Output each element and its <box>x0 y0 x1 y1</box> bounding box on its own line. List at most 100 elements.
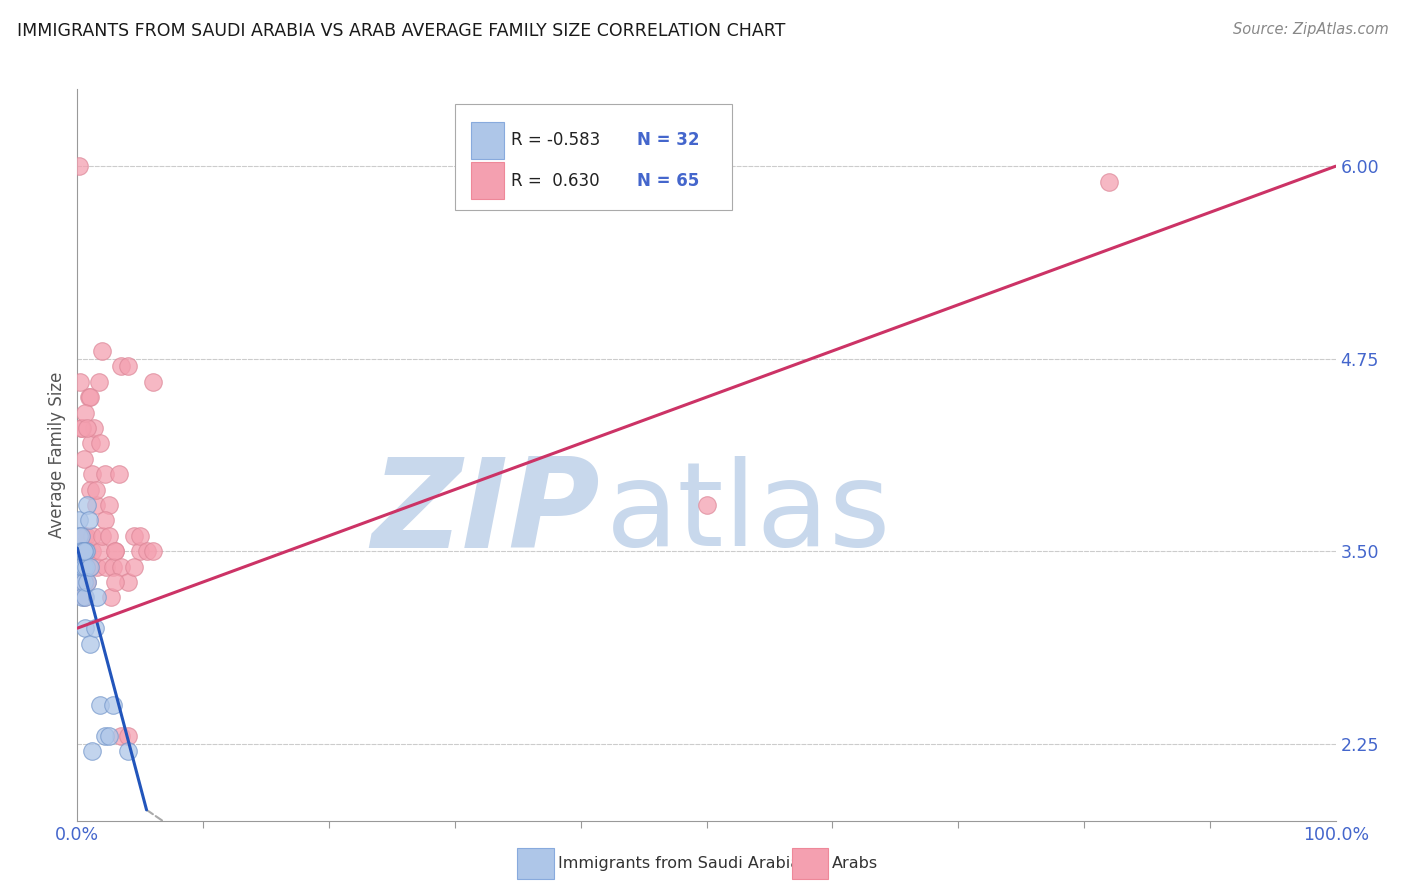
Point <box>79 559 101 574</box>
Point <box>89 544 111 558</box>
Point <box>91 343 114 358</box>
FancyBboxPatch shape <box>456 103 731 210</box>
Point <box>80 436 103 450</box>
Point <box>69 375 91 389</box>
Point <box>135 544 157 558</box>
Point <box>117 574 139 589</box>
Point <box>67 513 90 527</box>
Point <box>94 467 117 482</box>
FancyBboxPatch shape <box>471 122 503 159</box>
Point <box>77 390 100 404</box>
Point <box>72 544 94 558</box>
Point <box>82 529 104 543</box>
Point <box>67 159 90 173</box>
Point <box>142 544 165 558</box>
Point <box>89 698 111 713</box>
Point <box>122 529 145 543</box>
Point <box>86 559 108 574</box>
Point <box>82 467 104 482</box>
Point <box>73 406 96 420</box>
Point <box>70 574 93 589</box>
Point <box>72 559 94 574</box>
Point <box>75 544 97 558</box>
Point <box>73 544 96 558</box>
Point <box>72 574 94 589</box>
Point <box>76 421 98 435</box>
Point <box>76 498 98 512</box>
Y-axis label: Average Family Size: Average Family Size <box>48 372 66 538</box>
Point <box>101 559 124 574</box>
Point <box>72 544 94 558</box>
Point <box>84 498 107 512</box>
Text: Source: ZipAtlas.com: Source: ZipAtlas.com <box>1233 22 1389 37</box>
Point <box>72 451 94 466</box>
Point <box>117 359 139 374</box>
Point <box>69 559 91 574</box>
Point <box>86 591 108 605</box>
Point <box>122 559 145 574</box>
Point <box>79 390 101 404</box>
Point <box>72 529 94 543</box>
Point <box>91 529 114 543</box>
Point <box>72 421 94 435</box>
Point <box>110 729 132 743</box>
Point <box>94 729 117 743</box>
Point <box>110 359 132 374</box>
Point <box>84 621 107 635</box>
Point <box>72 544 94 558</box>
Point <box>70 544 93 558</box>
Point <box>70 574 93 589</box>
Point <box>79 559 101 574</box>
Point <box>97 529 120 543</box>
Point <box>76 544 98 558</box>
Point <box>83 421 105 435</box>
Point <box>73 591 96 605</box>
Point <box>69 559 91 574</box>
Point <box>94 513 117 527</box>
Point <box>104 544 127 558</box>
Point <box>108 467 131 482</box>
Point <box>87 375 110 389</box>
Point <box>72 559 94 574</box>
Point <box>117 744 139 758</box>
Point <box>76 574 98 589</box>
Point <box>100 591 122 605</box>
Text: atlas: atlas <box>606 456 891 571</box>
Point <box>73 574 96 589</box>
Point <box>72 591 94 605</box>
Point <box>72 559 94 574</box>
Point <box>104 544 127 558</box>
Point <box>104 574 127 589</box>
Point <box>76 574 98 589</box>
Text: N = 65: N = 65 <box>637 171 700 190</box>
Point <box>69 544 91 558</box>
Point <box>79 636 101 650</box>
Point <box>129 544 152 558</box>
Text: IMMIGRANTS FROM SAUDI ARABIA VS ARAB AVERAGE FAMILY SIZE CORRELATION CHART: IMMIGRANTS FROM SAUDI ARABIA VS ARAB AVE… <box>17 22 785 40</box>
Text: R = -0.583: R = -0.583 <box>512 131 600 149</box>
Point <box>89 436 111 450</box>
Point <box>77 513 100 527</box>
Point <box>96 559 118 574</box>
Point <box>70 529 93 543</box>
Point <box>82 544 104 558</box>
Text: ZIP: ZIP <box>371 453 599 574</box>
Point <box>79 483 101 497</box>
Point <box>73 621 96 635</box>
Point <box>72 559 94 574</box>
Text: R =  0.630: R = 0.630 <box>512 171 600 190</box>
Point <box>1098 175 1121 189</box>
Point <box>82 744 104 758</box>
Point <box>84 483 107 497</box>
Point <box>75 529 97 543</box>
Point <box>696 498 718 512</box>
Point <box>69 544 91 558</box>
Point <box>117 729 139 743</box>
Point <box>97 729 120 743</box>
Point <box>72 591 94 605</box>
Point <box>129 529 152 543</box>
Point <box>101 698 124 713</box>
Point <box>70 421 93 435</box>
Point <box>75 559 97 574</box>
Point <box>73 544 96 558</box>
